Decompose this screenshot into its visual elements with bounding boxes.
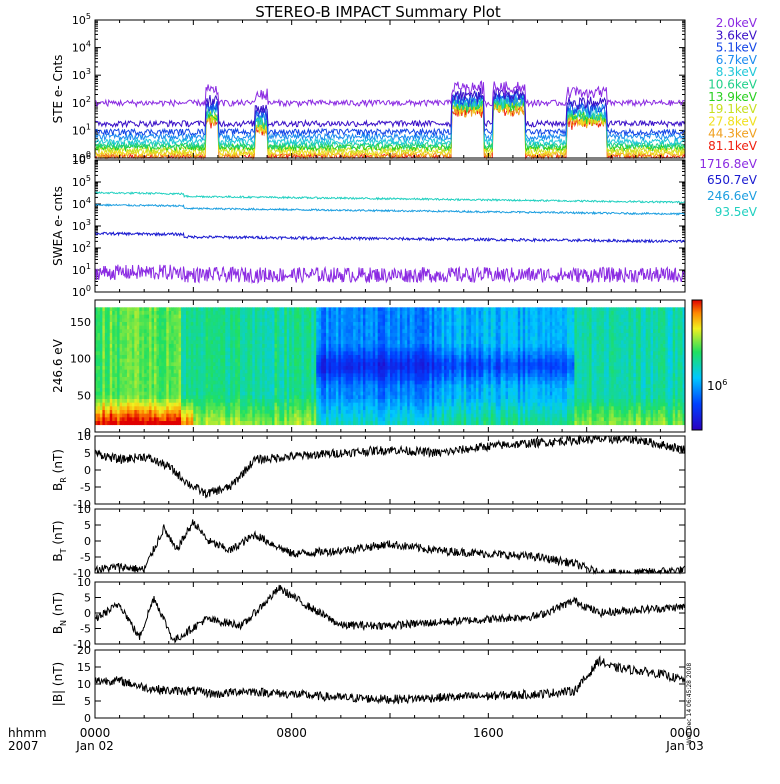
x-tick-label: 0000: [80, 726, 111, 740]
panel-bt-ytick: -5: [80, 551, 91, 564]
panel-br-ytick: -5: [80, 481, 91, 494]
panel-bt-frame: [95, 509, 685, 573]
panel-swea: SWEA e- cnts 100 101 102 103 104 105 106: [51, 152, 685, 299]
panel-bt-ytick: 5: [84, 519, 91, 532]
swea-series-1716.8eV: [95, 265, 685, 283]
swea-legend: 1716.8eV 650.7eV 246.6eV 93.5eV: [699, 157, 757, 219]
panel-bmag-ylabel: |B| (nT): [51, 662, 65, 706]
panel-ste-ytick: 103: [72, 67, 91, 82]
panel-swea-ylabel: SWEA e- cnts: [51, 186, 65, 266]
panel-pad-ytick: 150: [70, 316, 91, 329]
panel-bn-ytick: -5: [80, 623, 91, 636]
colorbar-gradient: [692, 300, 702, 430]
panel-pad-ytick: 100: [70, 353, 91, 366]
x-tick-date: Jan 02: [75, 739, 114, 753]
colorbar-label: 106: [707, 378, 727, 393]
bt-series: [95, 519, 685, 573]
br-series: [95, 436, 685, 498]
x-tick-label: 0000: [670, 726, 701, 740]
panel-bn-ytick: 5: [84, 592, 91, 605]
x-axis-year-label: 2007: [8, 739, 39, 753]
panel-ste-ytick: 104: [72, 40, 91, 55]
panel-br-ytick: 0: [84, 464, 91, 477]
x-tick-label: 1600: [473, 726, 504, 740]
swea-series-246.6eV: [95, 204, 685, 215]
panel-bmag-ytick: 20: [77, 644, 91, 657]
panel-bt-ytick: 0: [84, 535, 91, 548]
swea-series-93.5eV: [95, 192, 685, 203]
pad-heatmap: [95, 307, 685, 425]
x-tick-label: 0800: [276, 726, 307, 740]
panel-br-frame: [95, 436, 685, 504]
plot-title: STEREO-B IMPACT Summary Plot: [255, 3, 501, 21]
panel-bn-ytick: 10: [77, 576, 91, 589]
legend-swea-1716.8eV: 1716.8eV: [699, 157, 757, 171]
panel-bmag-frame: [95, 650, 685, 718]
panel-br-ytick: 10: [77, 430, 91, 443]
panel-bmag-ytick: 5: [84, 695, 91, 708]
panel-swea-ytick: 103: [72, 218, 91, 233]
panel-pad-ylabel: 246.6 eV: [51, 338, 65, 393]
ste-series-2.0keV: [95, 81, 685, 106]
bn-series: [95, 585, 685, 642]
panel-swea-ytick: 105: [72, 174, 91, 189]
panel-br-ylabel: BR (nT): [51, 449, 68, 491]
panel-swea-ytick: 106: [72, 152, 91, 167]
panel-bn-ylabel: BN (nT): [51, 592, 68, 634]
panel-ste-ylabel: STE e- Cnts: [51, 55, 65, 124]
timestamp-stamp: Wed Dec 14 06:45:28 2008: [686, 663, 693, 745]
panel-bt-ytick: 10: [77, 503, 91, 516]
panel-ste-ytick: 102: [72, 95, 91, 110]
bmag-series: [95, 657, 685, 704]
panel-bmag-ytick: 15: [77, 661, 91, 674]
colorbar: 106: [692, 300, 727, 430]
x-tick-date: Jan 03: [665, 739, 704, 753]
panel-bn-ytick: 0: [84, 607, 91, 620]
legend-swea-246.6eV: 246.6eV: [707, 189, 758, 203]
panel-swea-ytick: 101: [72, 262, 91, 277]
panel-pad-ytick: 50: [77, 389, 91, 402]
panel-bt-ylabel: BT (nT): [51, 520, 68, 561]
panel-swea-ytick: 100: [72, 284, 91, 299]
legend-swea-93.5eV: 93.5eV: [715, 205, 758, 219]
panel-bmag-ytick: 0: [84, 712, 91, 725]
swea-series-650.7eV: [95, 232, 685, 242]
panel-ste-ytick: 105: [72, 12, 91, 27]
panel-swea-ytick: 104: [72, 196, 91, 211]
panel-bmag: |B| (nT) 0 5 10 15 20: [51, 644, 685, 725]
legend-swea-650.7eV: 650.7eV: [707, 173, 758, 187]
x-axis-unit-label: hhmm: [8, 726, 47, 740]
ste-legend: 2.0keV3.6keV5.1keV6.7keV8.3keV10.6keV13.…: [708, 16, 758, 153]
panel-bmag-ytick: 10: [77, 678, 91, 691]
panel-ste-ytick: 101: [72, 122, 91, 137]
panel-br-ytick: 5: [84, 447, 91, 460]
legend-ste-81.1keV: 81.1keV: [708, 139, 758, 153]
panel-swea-ytick: 102: [72, 240, 91, 255]
